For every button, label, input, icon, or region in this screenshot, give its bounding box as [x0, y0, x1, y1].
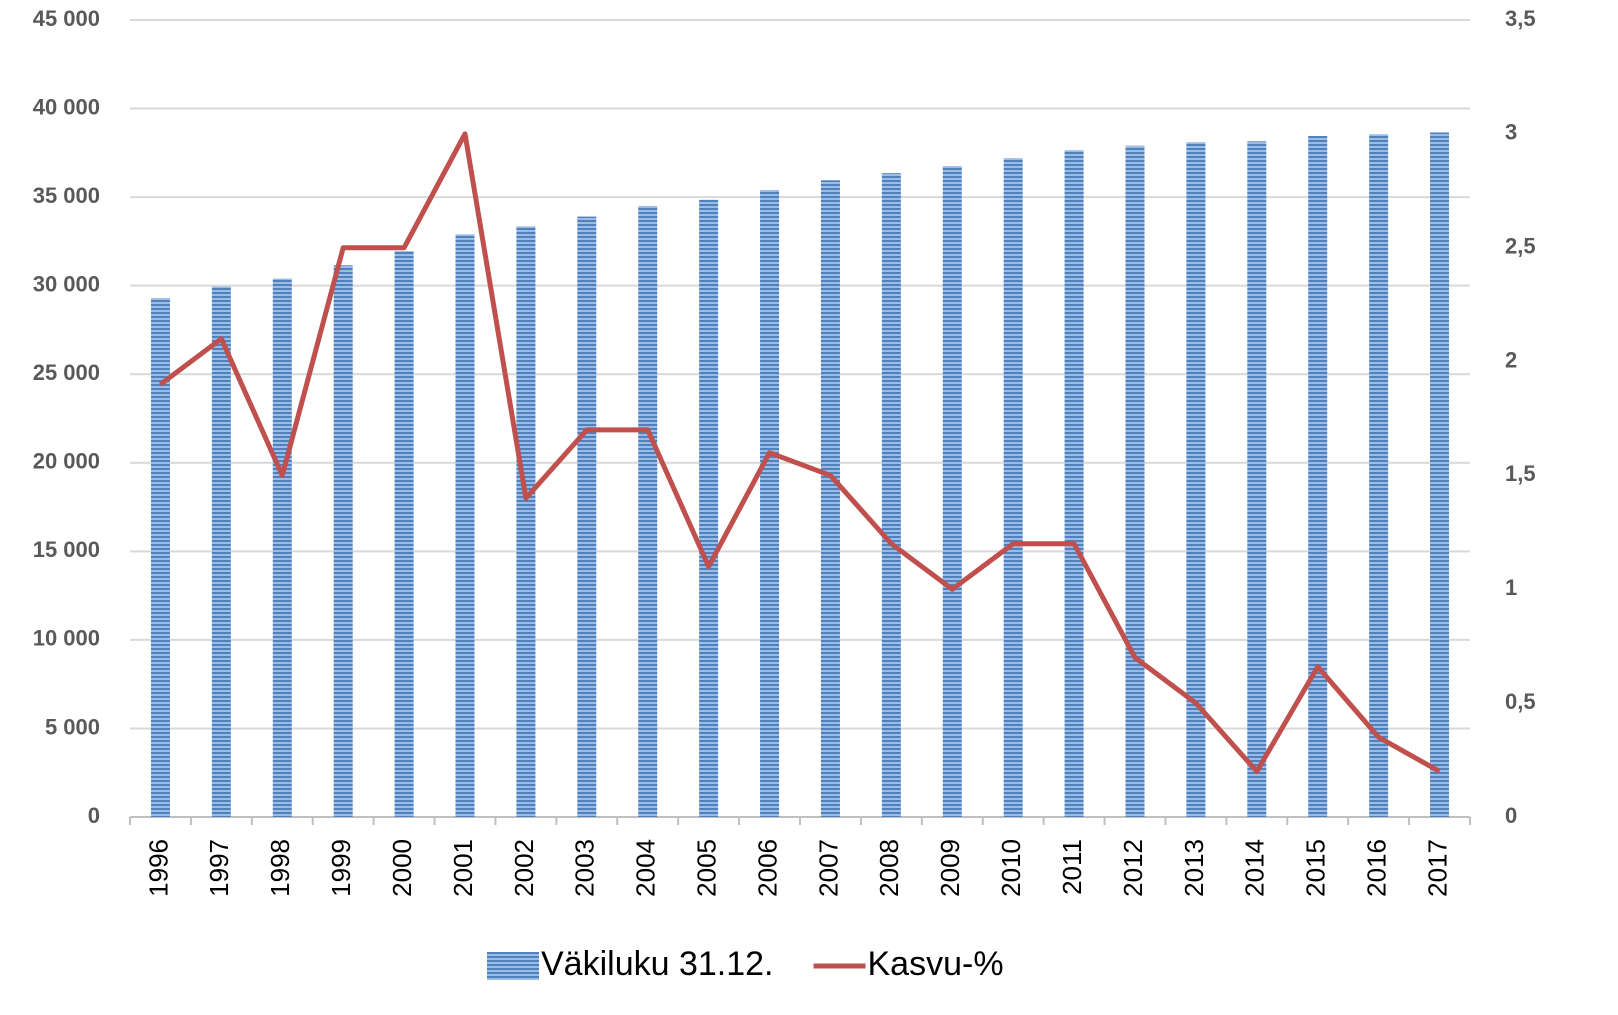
bar [1308, 136, 1328, 817]
y-tick-label: 25 000 [33, 360, 100, 385]
x-tick-label: 2002 [509, 839, 539, 897]
bar [455, 234, 475, 817]
x-tick-label: 1997 [204, 839, 234, 897]
line [158, 131, 1441, 774]
bar [881, 173, 901, 817]
bar [638, 205, 658, 817]
bar [577, 216, 597, 818]
bar [272, 278, 292, 817]
y2-tick-label: 1 [1505, 575, 1517, 600]
x-tick-label: 2001 [448, 839, 478, 897]
bar [699, 199, 719, 818]
bar [1003, 158, 1023, 817]
x-tick-label: 2011 [1057, 839, 1087, 895]
bar [1064, 150, 1084, 818]
x-tick-label: 2014 [1240, 839, 1270, 897]
x-tick-label: 2003 [570, 839, 600, 897]
x-tick-label: 2013 [1179, 839, 1209, 897]
bar [1247, 141, 1267, 817]
bar [1369, 134, 1389, 817]
x-tick-label: 2012 [1118, 839, 1148, 897]
legend-label: Kasvu-% [868, 945, 1004, 983]
x-tick-label: 2006 [752, 839, 782, 897]
x-tick-label: 2009 [935, 839, 965, 897]
bar [211, 286, 231, 817]
bar [820, 180, 840, 818]
x-tick-label: 2004 [631, 839, 661, 897]
x-tick-label: 2015 [1301, 839, 1331, 897]
y-tick-label: 0 [88, 803, 100, 828]
y-tick-label: 5 000 [45, 714, 100, 739]
y-tick-label: 10 000 [33, 626, 100, 651]
bar [333, 265, 353, 817]
bar [1186, 142, 1206, 817]
bar [150, 298, 170, 817]
y-tick-label: 20 000 [33, 449, 100, 474]
y-tick-label: 40 000 [33, 94, 100, 119]
y-tick-label: 35 000 [33, 183, 100, 208]
y2-tick-label: 2,5 [1505, 234, 1536, 259]
y2-tick-label: 3 [1505, 120, 1517, 145]
legend-label: Väkiluku 31.12. [541, 945, 774, 983]
x-tick-label: 2005 [692, 839, 722, 897]
y-tick-label: 15 000 [33, 537, 100, 562]
x-tick-label: 2017 [1422, 839, 1452, 897]
bar [1430, 132, 1450, 817]
bar [516, 226, 536, 817]
x-tick-label: 2000 [387, 839, 417, 897]
bar [394, 251, 414, 817]
x-tick-label: 2008 [874, 839, 904, 897]
legend-swatch [487, 952, 539, 980]
x-tick-label: 2007 [813, 839, 843, 897]
y2-tick-label: 2 [1505, 347, 1517, 372]
bar [760, 190, 780, 817]
x-tick-label: 1998 [265, 839, 295, 897]
y2-tick-label: 0 [1505, 803, 1517, 828]
y2-tick-label: 0,5 [1505, 689, 1536, 714]
x-tick-label: 2016 [1362, 839, 1392, 897]
x-tick-label: 1996 [143, 839, 173, 897]
y-tick-label: 45 000 [33, 6, 100, 31]
bar [942, 166, 962, 817]
x-tick-label: 1999 [326, 839, 356, 897]
y2-tick-label: 1,5 [1505, 461, 1536, 486]
x-tick-label: 2010 [996, 839, 1026, 897]
bar [1125, 145, 1145, 817]
y2-tick-label: 3,5 [1505, 6, 1536, 31]
y-tick-label: 30 000 [33, 271, 100, 296]
